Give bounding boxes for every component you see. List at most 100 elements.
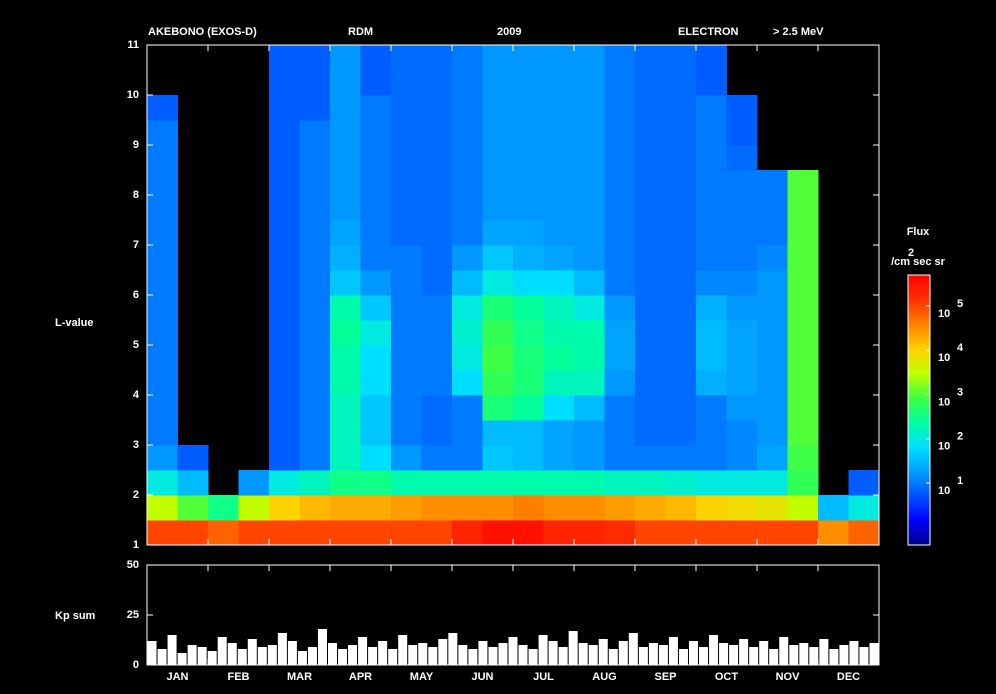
heat-cell — [513, 370, 544, 396]
heat-cell — [635, 170, 666, 196]
bar — [729, 645, 739, 665]
x-tick-label: JUN — [471, 671, 493, 683]
heat-cell — [299, 370, 331, 396]
heat-cell — [482, 270, 514, 296]
heat-cell — [391, 195, 422, 221]
heat-cell — [787, 220, 819, 246]
heat-cell — [635, 70, 666, 96]
heat-cell — [452, 395, 483, 421]
heat-cell — [452, 520, 483, 546]
heat-cell — [757, 345, 788, 371]
heat-cell — [787, 520, 819, 546]
heat-cell — [757, 320, 788, 346]
heat-cell — [360, 170, 392, 196]
heat-cell — [452, 220, 483, 246]
heat-cell — [787, 270, 819, 296]
y-tick-label: 11 — [127, 39, 139, 51]
heat-cell — [391, 470, 422, 496]
y-tick-label: 10 — [127, 89, 139, 101]
bar — [247, 639, 257, 665]
bar — [869, 643, 879, 665]
heat-cell — [269, 245, 300, 271]
heat-cell — [238, 520, 270, 546]
bar — [789, 645, 799, 665]
heat-cell — [757, 295, 788, 321]
y-tick-label: 8 — [133, 189, 139, 201]
bar — [338, 649, 348, 665]
bar — [648, 643, 658, 665]
heat-cell — [421, 395, 453, 421]
heat-cell — [330, 270, 361, 296]
heat-cell — [543, 195, 575, 221]
bar — [307, 647, 317, 665]
heat-cell — [147, 320, 178, 346]
heat-cell — [482, 495, 514, 521]
heat-cell — [299, 245, 331, 271]
heat-cell — [482, 420, 514, 446]
heat-cell — [543, 95, 575, 121]
heat-cell — [574, 495, 605, 521]
flux-unit-exponent: 2 — [908, 247, 914, 259]
heat-cell — [147, 195, 178, 221]
heat-cell — [696, 420, 727, 446]
heat-cell — [787, 470, 819, 496]
bar — [438, 639, 448, 665]
heat-cell — [543, 220, 575, 246]
heat-cell — [787, 320, 819, 346]
heat-cell — [665, 95, 697, 121]
bar — [428, 647, 438, 665]
heat-cell — [177, 495, 209, 521]
heat-cell — [665, 420, 697, 446]
bar — [829, 649, 839, 665]
heat-cell — [299, 445, 331, 471]
heat-cell — [147, 470, 178, 496]
bar — [588, 645, 598, 665]
bar — [658, 645, 668, 665]
heat-cell — [513, 470, 544, 496]
y-axis-label: L-value — [55, 317, 94, 329]
heat-cell — [726, 420, 758, 446]
heat-cell — [726, 195, 758, 221]
heat-cell — [177, 470, 209, 496]
heat-cell — [635, 470, 666, 496]
heat-cell — [604, 320, 636, 346]
heat-cell — [604, 170, 636, 196]
heat-cell — [330, 95, 361, 121]
heat-cell — [482, 145, 514, 171]
colorbar-tick-label: 10 — [938, 308, 950, 320]
heat-cell — [604, 245, 636, 271]
heat-cell — [330, 170, 361, 196]
heat-cell — [482, 470, 514, 496]
heat-cell — [543, 270, 575, 296]
heat-cell — [452, 45, 483, 71]
heat-cell — [421, 95, 453, 121]
heat-cell — [482, 370, 514, 396]
heat-cell — [635, 220, 666, 246]
heat-cell — [452, 320, 483, 346]
heat-cell — [696, 295, 727, 321]
heat-cell — [604, 395, 636, 421]
x-tick-label: NOV — [776, 671, 801, 683]
heat-cell — [757, 495, 788, 521]
bar — [568, 631, 578, 665]
bar — [358, 637, 368, 665]
heat-cell — [635, 45, 666, 71]
heat-cell — [665, 45, 697, 71]
heat-cell — [513, 70, 544, 96]
heat-cell — [696, 195, 727, 221]
bar — [799, 643, 809, 665]
heat-cell — [665, 370, 697, 396]
heat-cell — [360, 370, 392, 396]
heat-cell — [452, 95, 483, 121]
bar — [528, 649, 538, 665]
heat-cell — [452, 70, 483, 96]
heat-cell — [604, 120, 636, 146]
colorbar-tick-label: 10 — [938, 396, 950, 408]
heat-cell — [147, 370, 178, 396]
heat-cell — [848, 520, 880, 546]
heat-cell — [299, 120, 331, 146]
colorbar-tick-exponent: 4 — [957, 342, 964, 354]
heat-cell — [452, 120, 483, 146]
heat-cell — [604, 95, 636, 121]
heat-cell — [299, 220, 331, 246]
